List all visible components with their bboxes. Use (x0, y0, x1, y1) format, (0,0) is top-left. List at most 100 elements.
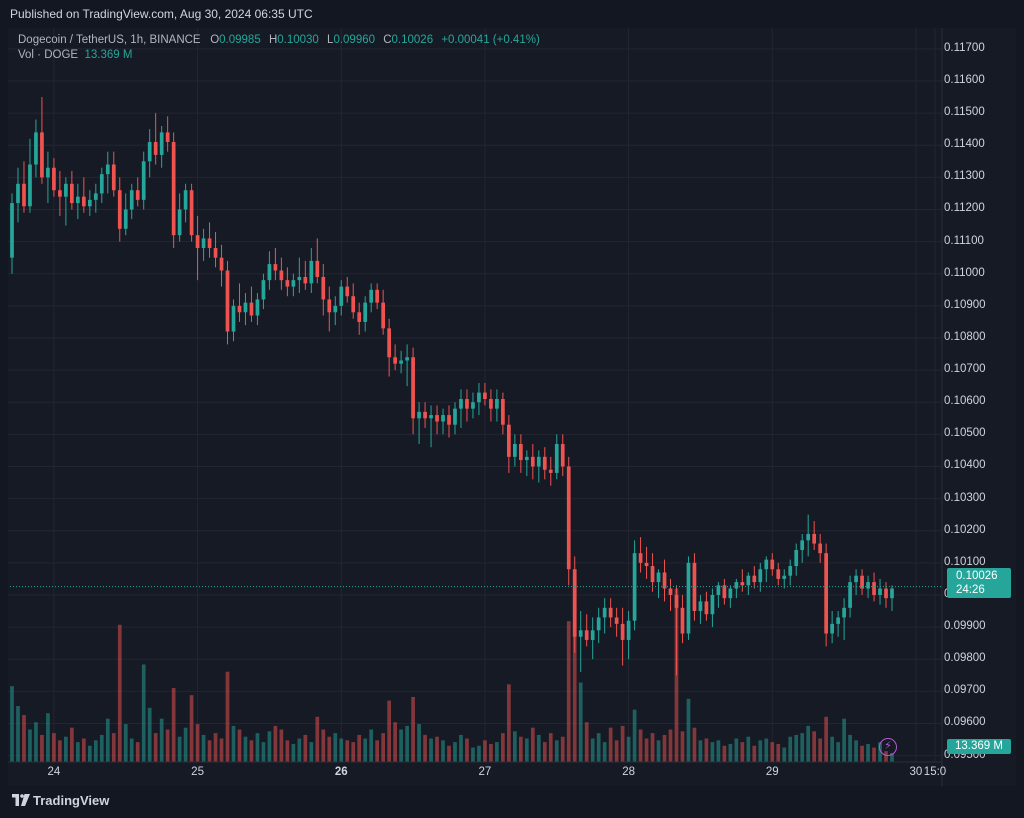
candle-body (159, 132, 164, 155)
volume-bar (207, 740, 212, 762)
candle-body (177, 209, 182, 236)
candle-body (764, 559, 769, 570)
volume-bar (513, 731, 517, 762)
volume-bar (830, 736, 834, 762)
volume-bar (369, 729, 374, 762)
volume-bar (501, 733, 505, 762)
candle-body (536, 456, 541, 467)
volume-bar (698, 740, 703, 762)
candle-body (333, 305, 338, 313)
volume-bar (327, 736, 332, 762)
price-tick-label: 0.11600 (944, 74, 985, 86)
price-tick-label: 0.11700 (944, 41, 985, 54)
volume-bar (794, 734, 799, 762)
volume-bar (722, 745, 727, 762)
volume-bar (752, 745, 757, 762)
volume-bar (524, 738, 529, 762)
volume-bar (716, 740, 721, 762)
volume-bar (441, 740, 445, 762)
bar-countdown: 24:26 (956, 584, 985, 596)
volume-label: Vol · DOGE (18, 49, 79, 61)
low-label: L (327, 34, 334, 46)
volume-bar (333, 733, 338, 762)
volume-bar (40, 734, 44, 762)
volume-bar (734, 738, 739, 762)
candle-body (183, 190, 188, 210)
candle-body (111, 164, 116, 191)
candle-body (243, 302, 248, 313)
volume-bar (560, 736, 565, 762)
candle-body (453, 408, 457, 425)
volume-bar (602, 742, 607, 762)
candle-body (237, 305, 242, 313)
volume-bar (872, 747, 876, 762)
candle-body (429, 415, 433, 419)
time-tick-label: 24 (47, 766, 61, 778)
candle-body (273, 264, 278, 271)
volume-bar (123, 724, 128, 762)
volume-bar (680, 731, 685, 762)
candle-body (686, 562, 691, 634)
volume-bar (237, 729, 242, 762)
volume-bar (770, 742, 775, 762)
volume-bar (884, 751, 888, 762)
volume-bar (351, 742, 356, 762)
volume-bar (668, 729, 673, 762)
candle-body (147, 142, 152, 162)
volume-bar (261, 742, 266, 762)
candle-body (758, 569, 763, 583)
volume-bar (117, 624, 122, 762)
candle-body (279, 270, 284, 281)
price-tick-label: 0.11500 (944, 106, 985, 119)
grid-lines (8, 28, 942, 762)
candle-body (866, 582, 870, 589)
candle-body (201, 238, 206, 249)
chart-legend: Dogecoin / TetherUS, 1h, BINANCE O0.0998… (18, 33, 540, 63)
volume-bar (507, 684, 511, 762)
volume-bar (183, 727, 188, 762)
volume-bar (692, 727, 697, 762)
volume-bar (34, 722, 38, 762)
volume-bar (81, 738, 86, 762)
price-tick-label: 0.10400 (944, 459, 986, 472)
volume-bar (674, 588, 679, 762)
lightning-icon[interactable]: ⚡ (879, 738, 897, 756)
candle-body (746, 575, 751, 586)
volume-bar (129, 738, 134, 762)
volume-bar (58, 740, 62, 762)
volume-bar (70, 727, 74, 762)
volume-bar (860, 745, 864, 762)
volume-bar (141, 664, 146, 762)
tradingview-footer[interactable]: TradingView (12, 793, 109, 808)
candle-body (369, 289, 374, 303)
volume-bar (273, 725, 278, 762)
volume-bar (46, 713, 50, 762)
open-value: 0.09985 (219, 34, 261, 46)
candle-body (70, 183, 74, 204)
candle-body (16, 183, 20, 204)
candle-body (291, 280, 296, 287)
volume-bar (177, 736, 182, 762)
volume-bar (303, 734, 308, 762)
volume-bar (728, 743, 733, 762)
candle-body (782, 575, 787, 579)
volume-bars (10, 576, 894, 762)
candle-body (513, 443, 517, 457)
candle-body (411, 357, 415, 419)
volume-bar (842, 718, 846, 762)
volume-bar (165, 729, 170, 762)
candle-body (638, 553, 643, 563)
volume-bar (381, 733, 386, 762)
volume-bar (429, 738, 433, 762)
volume-bar (471, 747, 475, 762)
candle-body (423, 411, 427, 419)
volume-bar (465, 738, 469, 762)
volume-bar (219, 738, 224, 762)
candle-body (548, 469, 553, 473)
volume-bar (10, 686, 14, 762)
volume-bar (339, 738, 344, 762)
volume-bar (764, 738, 769, 762)
volume-bar (64, 736, 68, 762)
candle-body (818, 543, 823, 554)
